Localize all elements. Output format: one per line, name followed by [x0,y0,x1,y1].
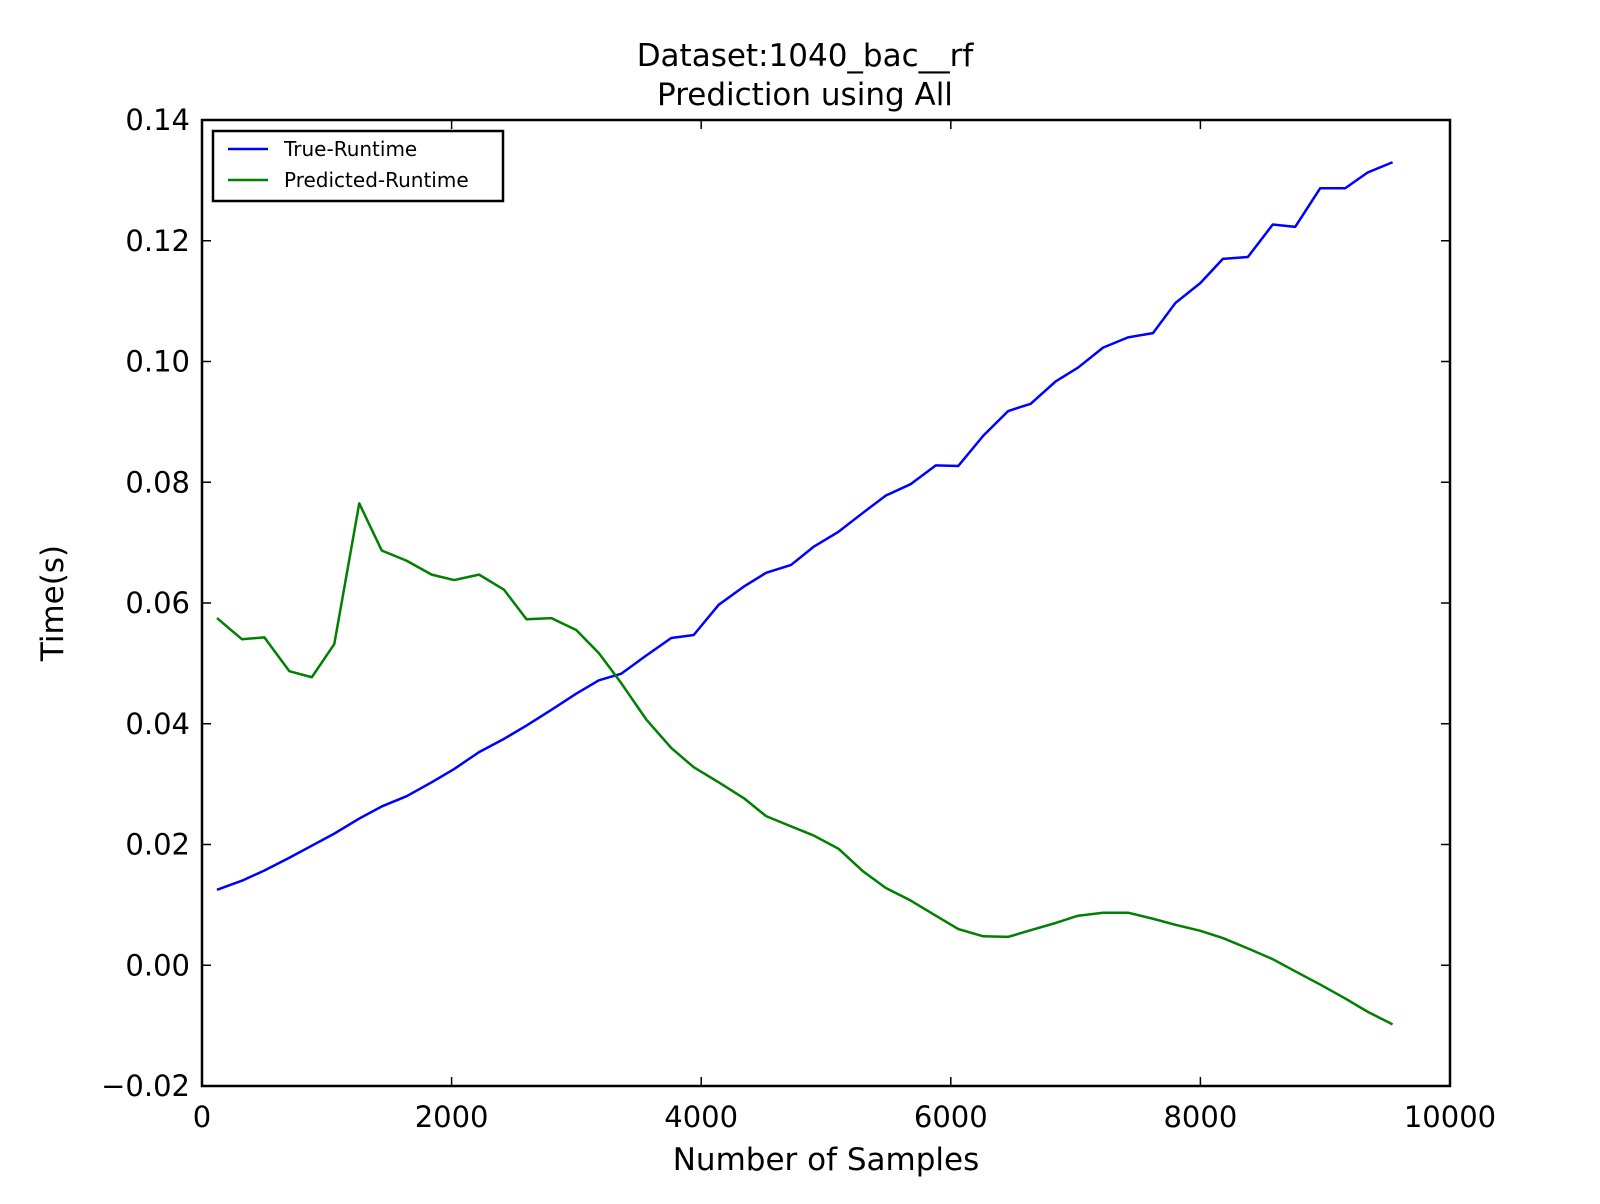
series-line-true-runtime [216,161,1394,891]
x-tick-label: 10000 [1404,1100,1496,1134]
y-tick-label: 0.04 [125,707,190,741]
series-line-predicted-runtime [216,502,1394,1026]
x-tick-label: 0 [193,1100,211,1134]
x-axis-ticks: 0 2000 4000 6000 8000 10000 [193,120,1496,1134]
plot-frame [200,118,1452,1088]
x-tick-label: 6000 [914,1100,988,1134]
chart-title: Dataset:1040_bac__rf [637,38,975,74]
legend: True-Runtime Predicted-Runtime [211,129,505,203]
y-tick-label: 0.10 [125,345,190,379]
x-axis-label: Number of Samples [673,1142,980,1178]
legend-label-predicted-runtime: Predicted-Runtime [284,168,469,192]
x-tick-label: 2000 [415,1100,489,1134]
y-tick-label: 0.12 [125,224,190,258]
chart-subtitle: Prediction using All [657,77,953,113]
y-tick-label: 0.02 [125,828,190,862]
y-axis-ticks: −0.02 0.00 0.02 0.04 0.06 0.08 0.10 0.12 0.14 [101,103,1450,1103]
x-tick-label: 8000 [1163,1100,1237,1134]
x-tick-label: 4000 [664,1100,738,1134]
y-tick-label: 0.06 [125,586,190,620]
legend-box [211,129,505,203]
y-axis-label: Time(s) [35,545,71,662]
y-tick-label: 0.14 [125,103,190,137]
y-tick-label: −0.02 [101,1069,190,1103]
y-tick-label: 0.00 [125,948,190,982]
y-tick-label: 0.08 [125,465,190,499]
series-layer [216,161,1394,1026]
legend-label-true-runtime: True-Runtime [283,137,417,161]
